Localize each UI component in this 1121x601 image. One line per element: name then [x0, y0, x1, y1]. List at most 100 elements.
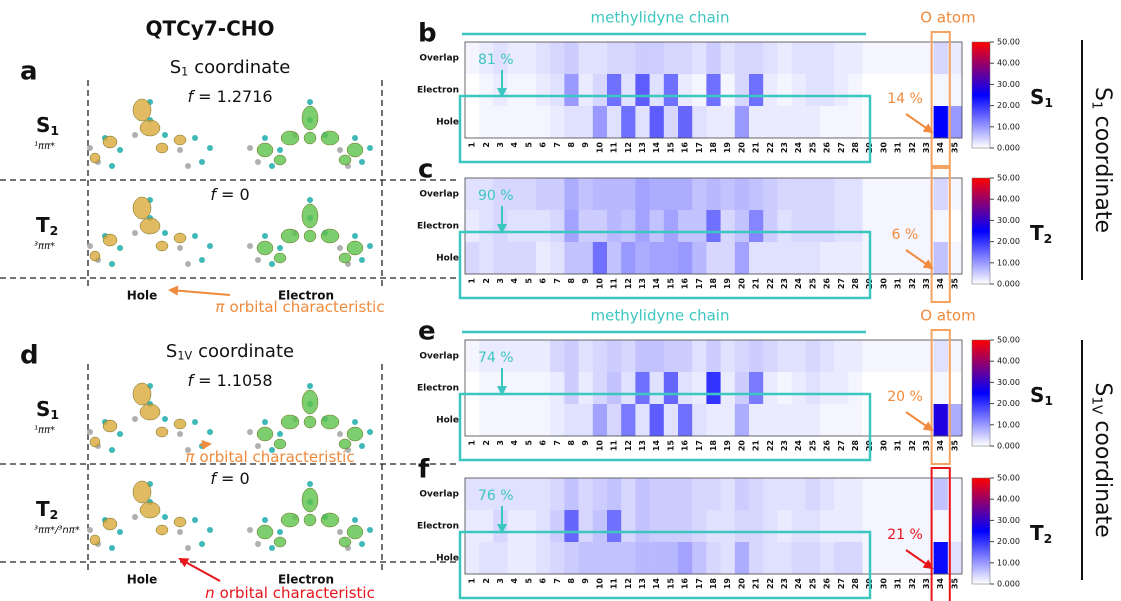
column-label: 4	[510, 578, 519, 584]
orbital-lobe	[102, 419, 118, 433]
panel-letter: e	[418, 317, 436, 347]
column-label: 28	[851, 578, 860, 590]
orbital-lobe	[155, 426, 169, 438]
row-label: Hole	[436, 554, 459, 564]
heatmap-cell	[820, 542, 835, 575]
heatmap-cell	[550, 510, 565, 543]
f-value: = 0	[221, 469, 250, 488]
orbital-lobe	[89, 152, 101, 164]
heatmap-cell	[720, 106, 736, 139]
heatmap-cell	[834, 242, 849, 275]
orbital-lobe	[320, 228, 340, 244]
heatmap-cell	[550, 106, 565, 139]
orbital-lobe	[320, 414, 340, 430]
heatmap-cell	[720, 42, 736, 75]
heatmap-cell	[479, 210, 494, 243]
orbital-lobe	[139, 403, 161, 421]
heatmap-cell	[749, 178, 764, 211]
colorbar-tick-label: 20.00	[997, 237, 1020, 246]
state-label-sub: 1	[50, 123, 59, 138]
state-label-sub: 2	[1044, 231, 1053, 246]
colorbar-tick-label: 50.00	[997, 38, 1020, 47]
molecule	[87, 480, 213, 551]
plot-frame	[464, 177, 963, 275]
o-atom-label: O atom	[920, 307, 975, 325]
column-label: 33	[922, 142, 931, 153]
orbital-lobe	[346, 142, 364, 158]
heatmap-cell	[891, 210, 906, 243]
heatmap-cell	[862, 510, 878, 543]
state-label-main: S	[36, 397, 50, 421]
heatmap-cell	[678, 178, 693, 211]
atom	[277, 245, 283, 251]
column-label: 5	[524, 142, 533, 148]
heatmap-cell	[536, 340, 551, 373]
heatmap-cell	[848, 510, 863, 543]
orbital-lobe	[132, 98, 152, 122]
heatmap-cell	[678, 510, 693, 543]
orbital-lobe	[173, 134, 187, 146]
heatmap-cell	[578, 542, 594, 575]
column-label: 25	[808, 440, 817, 452]
column-label: 24	[794, 578, 803, 590]
heatmap-cell	[763, 242, 778, 275]
oscillator-strength: f = 1.2716	[187, 87, 272, 106]
atom	[109, 545, 115, 551]
column-label: 35	[950, 278, 959, 290]
column-label: 20	[737, 578, 746, 590]
heatmap-cell	[550, 542, 565, 575]
colorbar-tick-label: 50.00	[997, 474, 1020, 483]
heatmap-cell	[777, 372, 792, 405]
column-label: 15	[666, 278, 675, 290]
atom	[307, 383, 313, 389]
heatmap-cell	[607, 42, 622, 75]
heatmap-cell	[592, 178, 608, 211]
heatmap-cell	[621, 542, 636, 575]
heatmap-cell	[734, 42, 750, 75]
heatmap-cell	[933, 340, 949, 373]
column-label: 20	[737, 278, 746, 290]
atom	[177, 431, 183, 437]
atom	[307, 481, 313, 487]
heatmap-cell	[820, 74, 835, 107]
heatmap-cell	[791, 74, 807, 107]
colorbar-tick-label: 10.00	[997, 558, 1020, 567]
heatmap-cell	[820, 404, 835, 437]
state-label: S1	[1030, 383, 1053, 408]
heatmap-cell	[777, 542, 792, 575]
column-label: 34	[936, 440, 945, 452]
heatmap-cell	[905, 42, 920, 75]
atom	[192, 517, 198, 523]
heatmap-cell	[493, 210, 508, 243]
heatmap-cell	[465, 372, 480, 405]
colorbar-tick-label: 40.00	[997, 195, 1020, 204]
heatmap-cell	[678, 242, 693, 275]
column-label: 1	[468, 278, 477, 284]
heatmap-cell	[933, 178, 949, 211]
heatmap-cell	[933, 478, 949, 511]
figure-title: QTCy7-CHO	[146, 17, 275, 41]
heatmap-cell	[749, 542, 764, 575]
colorbar-tick-label: 30.00	[997, 516, 1020, 525]
heatmap-cell	[663, 210, 679, 243]
heatmap-cell	[678, 340, 693, 373]
heatmap-cell	[578, 372, 594, 405]
heatmap-cell	[749, 210, 764, 243]
column-label: 16	[681, 440, 690, 452]
heatmap-cell	[848, 478, 863, 511]
column-label: 17	[695, 578, 704, 589]
heatmap-cell	[876, 210, 892, 243]
heatmap-cell	[578, 404, 594, 437]
state-label-sub: 1	[1044, 393, 1053, 408]
heatmap-cell	[820, 42, 835, 75]
column-label: 17	[695, 440, 704, 451]
orbital-lobe	[173, 232, 187, 244]
heatmap-cell	[763, 404, 778, 437]
heatmap-cell	[933, 106, 949, 139]
column-label: 10	[595, 278, 604, 290]
f-symbol: f	[210, 185, 218, 204]
heatmap-cell	[493, 340, 508, 373]
heatmap-cell	[734, 106, 750, 139]
heatmap-cell	[791, 372, 807, 405]
state-label-main: S	[1030, 85, 1044, 109]
